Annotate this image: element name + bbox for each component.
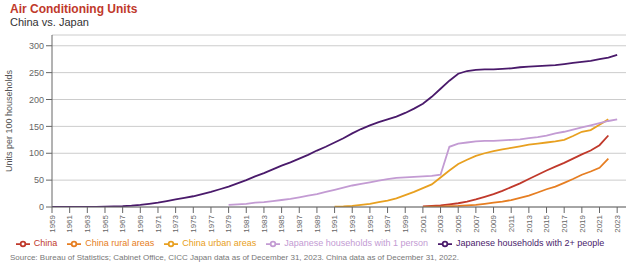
svg-text:1971: 1971 xyxy=(154,214,163,232)
svg-text:1969: 1969 xyxy=(136,214,145,232)
svg-text:1979: 1979 xyxy=(224,214,233,232)
svg-text:200: 200 xyxy=(29,95,44,105)
svg-text:2001: 2001 xyxy=(419,214,428,232)
svg-text:1965: 1965 xyxy=(101,214,110,232)
svg-text:100: 100 xyxy=(29,148,44,158)
svg-text:1999: 1999 xyxy=(401,214,410,232)
svg-text:250: 250 xyxy=(29,68,44,78)
svg-text:1967: 1967 xyxy=(118,214,127,232)
html-text:Air Conditioning Units: Air Conditioning Units xyxy=(10,2,138,16)
svg-text:1975: 1975 xyxy=(189,214,198,232)
svg-text:1995: 1995 xyxy=(366,214,375,232)
svg-text:1997: 1997 xyxy=(383,214,392,232)
svg-text:1961: 1961 xyxy=(65,214,74,232)
svg-text:1991: 1991 xyxy=(330,214,339,232)
html-text:Source: Bureau of Statistics;: Source: Bureau of Statistics; Cabinet Of… xyxy=(10,253,459,262)
svg-text:1985: 1985 xyxy=(277,214,286,232)
html-text:China vs. Japan: China vs. Japan xyxy=(10,16,89,28)
html-text:China: China xyxy=(33,238,58,249)
svg-text:0: 0 xyxy=(39,202,44,212)
svg-text:2017: 2017 xyxy=(560,214,569,232)
svg-text:2005: 2005 xyxy=(454,214,463,232)
svg-text:2019: 2019 xyxy=(578,214,587,232)
svg-text:2015: 2015 xyxy=(542,214,551,232)
svg-text:1977: 1977 xyxy=(207,214,216,232)
svg-text:1989: 1989 xyxy=(313,214,322,232)
svg-text:Units per 100 households: Units per 100 households xyxy=(8,69,14,172)
svg-text:1993: 1993 xyxy=(348,214,357,232)
svg-text:300: 300 xyxy=(29,41,44,51)
svg-text:1983: 1983 xyxy=(260,214,269,232)
html-text:China urban areas: China urban areas xyxy=(182,238,257,249)
svg-text:2011: 2011 xyxy=(507,214,516,232)
svg-text:2021: 2021 xyxy=(595,214,604,232)
svg-text:2013: 2013 xyxy=(525,214,534,232)
svg-text:2007: 2007 xyxy=(472,214,481,232)
svg-text:1963: 1963 xyxy=(83,214,92,232)
svg-text:1973: 1973 xyxy=(171,214,180,232)
html-text:Japanese households with 1 per: Japanese households with 1 person xyxy=(284,238,428,249)
svg-text:2009: 2009 xyxy=(489,214,498,232)
svg-text:1959: 1959 xyxy=(48,214,57,232)
svg-text:50: 50 xyxy=(34,175,44,185)
svg-text:150: 150 xyxy=(29,122,44,132)
svg-text:1981: 1981 xyxy=(242,214,251,232)
svg-text:2023: 2023 xyxy=(613,214,622,232)
svg-text:2003: 2003 xyxy=(436,214,445,232)
html-text:China rural areas: China rural areas xyxy=(85,238,155,249)
svg-text:1987: 1987 xyxy=(295,214,304,232)
html-text:Japanese households with 2+ pe: Japanese households with 2+ people xyxy=(455,238,605,249)
